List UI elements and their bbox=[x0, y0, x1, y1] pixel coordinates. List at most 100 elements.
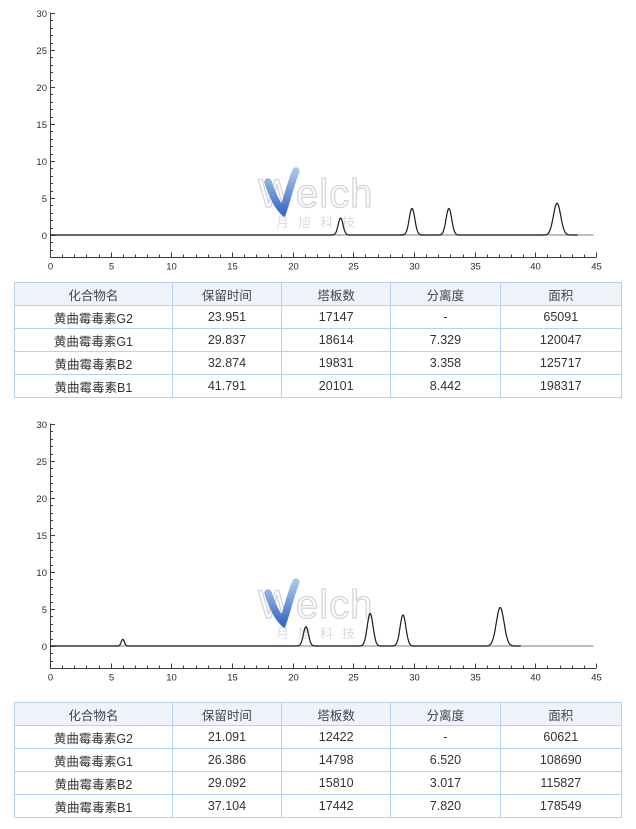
watermark-subtext: 月旭科技 bbox=[276, 626, 364, 641]
header-row: 化合物名 保留时间 塔板数 分离度 面积 bbox=[14, 282, 623, 306]
value-cell: 3.358 bbox=[390, 351, 501, 375]
value-cell: 21.091 bbox=[171, 725, 283, 749]
y-tick-label: 5 bbox=[42, 605, 47, 616]
compound-name-cell: 黄曲霉毒素B2 bbox=[14, 351, 173, 375]
axes bbox=[50, 12, 597, 258]
value-cell: 7.329 bbox=[390, 328, 501, 352]
x-tick-label: 5 bbox=[109, 262, 114, 273]
x-tick-label: 10 bbox=[166, 262, 177, 273]
value-cell: 178549 bbox=[499, 794, 623, 818]
table-row: 黄曲霉毒素B2 32.874 19831 3.358 125717 bbox=[14, 351, 623, 375]
axes bbox=[50, 423, 597, 669]
value-cell: 198317 bbox=[499, 374, 623, 398]
value-cell: 60621 bbox=[499, 725, 623, 749]
value-cell: 65091 bbox=[499, 305, 623, 329]
column-header: 分离度 bbox=[390, 282, 501, 306]
x-tick-label: 30 bbox=[409, 262, 420, 273]
column-header: 面积 bbox=[499, 282, 623, 306]
x-tick-label: 0 bbox=[48, 673, 53, 684]
value-cell: 14798 bbox=[281, 748, 392, 772]
x-tick-label: 15 bbox=[227, 262, 238, 273]
column-header: 保留时间 bbox=[171, 702, 283, 726]
value-cell: 108690 bbox=[499, 748, 623, 772]
axis-labels: 0 5 10 15 20 25 30 0 5 10 15 20 25 30 35 40 45 bbox=[36, 9, 601, 273]
results-table-2-body: 黄曲霉毒素G2 21.091 12422-60621 黄曲霉毒素G1 26.386 147… bbox=[14, 725, 623, 818]
compound-name-cell: 黄曲霉毒素G2 bbox=[14, 305, 173, 329]
column-header: 塔板数 bbox=[281, 702, 392, 726]
column-header: 面积 bbox=[499, 702, 623, 726]
x-tick-label: 40 bbox=[530, 673, 541, 684]
value-cell: - bbox=[390, 725, 501, 749]
y-tick-label: 0 bbox=[42, 231, 47, 242]
value-cell: 115827 bbox=[499, 771, 623, 795]
watermark-check-icon bbox=[264, 167, 300, 218]
value-cell: - bbox=[390, 305, 501, 329]
results-table-1: 化合物名 保留时间 塔板数 分离度 面积 黄曲霉毒素G2 23.951 17147-6509… bbox=[14, 282, 623, 398]
value-cell: 17147 bbox=[281, 305, 392, 329]
x-tick-label: 25 bbox=[348, 262, 359, 273]
header-row: 化合物名 保留时间 塔板数 分离度 面积 bbox=[14, 702, 623, 726]
column-header: 化合物名 bbox=[14, 702, 173, 726]
column-header: 分离度 bbox=[390, 702, 501, 726]
x-tick-label: 20 bbox=[288, 673, 299, 684]
compound-name-cell: 黄曲霉毒素G2 bbox=[14, 725, 173, 749]
column-header: 保留时间 bbox=[171, 282, 283, 306]
value-cell: 15810 bbox=[281, 771, 392, 795]
x-tick-label: 20 bbox=[288, 262, 299, 273]
chromatogram-trace bbox=[49, 607, 521, 647]
value-cell: 20101 bbox=[281, 374, 392, 398]
y-tick-label: 15 bbox=[36, 120, 47, 131]
y-tick-label: 5 bbox=[42, 194, 47, 205]
table-row: 黄曲霉毒素G1 29.837 18614 7.329 120047 bbox=[14, 328, 623, 352]
value-cell: 41.791 bbox=[171, 374, 283, 398]
y-tick-label: 10 bbox=[36, 157, 47, 168]
value-cell: 29.092 bbox=[171, 771, 283, 795]
table-row: 黄曲霉毒素B1 41.791 20101 8.442 198317 bbox=[14, 374, 623, 398]
value-cell: 26.386 bbox=[171, 748, 283, 772]
value-cell: 120047 bbox=[499, 328, 623, 352]
x-tick-label: 45 bbox=[591, 673, 602, 684]
compound-name-cell: 黄曲霉毒素G1 bbox=[14, 328, 173, 352]
value-cell: 17442 bbox=[281, 794, 392, 818]
y-tick-label: 15 bbox=[36, 531, 47, 542]
x-tick-label: 30 bbox=[409, 673, 420, 684]
compound-name-cell: 黄曲霉毒素B2 bbox=[14, 771, 173, 795]
y-tick-label: 25 bbox=[36, 457, 47, 468]
results-table-1-body: 黄曲霉毒素G2 23.951 17147-65091 黄曲霉毒素G1 29.837 186… bbox=[14, 305, 623, 398]
y-tick-label: 0 bbox=[42, 642, 47, 653]
watermark-check-icon bbox=[264, 578, 300, 629]
x-tick-label: 0 bbox=[48, 262, 53, 273]
value-cell: 125717 bbox=[499, 351, 623, 375]
table-row: 黄曲霉毒素G2 21.091 12422-60621 bbox=[14, 725, 623, 749]
value-cell: 37.104 bbox=[171, 794, 283, 818]
x-tick-label: 25 bbox=[348, 673, 359, 684]
results-table-1-header: 化合物名 保留时间 塔板数 分离度 面积 bbox=[14, 282, 623, 306]
x-tick-label: 35 bbox=[470, 262, 481, 273]
results-table-2-header: 化合物名 保留时间 塔板数 分离度 面积 bbox=[14, 702, 623, 726]
compound-name-cell: 黄曲霉毒素B1 bbox=[14, 374, 173, 398]
value-cell: 3.017 bbox=[390, 771, 501, 795]
axis-labels: 0 5 10 15 20 25 30 0 5 10 15 20 25 30 35 40 45 bbox=[36, 420, 601, 684]
table-row: 黄曲霉毒素G1 26.386 14798 6.520 108690 bbox=[14, 748, 623, 772]
chromatogram-trace bbox=[49, 202, 578, 236]
compound-name-cell: 黄曲霉毒素G1 bbox=[14, 748, 173, 772]
value-cell: 29.837 bbox=[171, 328, 283, 352]
y-tick-label: 30 bbox=[36, 9, 47, 20]
value-cell: 12422 bbox=[281, 725, 392, 749]
value-cell: 23.951 bbox=[171, 305, 283, 329]
x-tick-label: 35 bbox=[470, 673, 481, 684]
value-cell: 7.820 bbox=[390, 794, 501, 818]
table-row: 黄曲霉毒素B1 37.104 17442 7.820 178549 bbox=[14, 794, 623, 818]
value-cell: 32.874 bbox=[171, 351, 283, 375]
value-cell: 8.442 bbox=[390, 374, 501, 398]
value-cell: 18614 bbox=[281, 328, 392, 352]
x-tick-label: 40 bbox=[530, 262, 541, 273]
column-header: 塔板数 bbox=[281, 282, 392, 306]
table-row: 黄曲霉毒素B2 29.092 15810 3.017 115827 bbox=[14, 771, 623, 795]
x-tick-label: 15 bbox=[227, 673, 238, 684]
value-cell: 19831 bbox=[281, 351, 392, 375]
